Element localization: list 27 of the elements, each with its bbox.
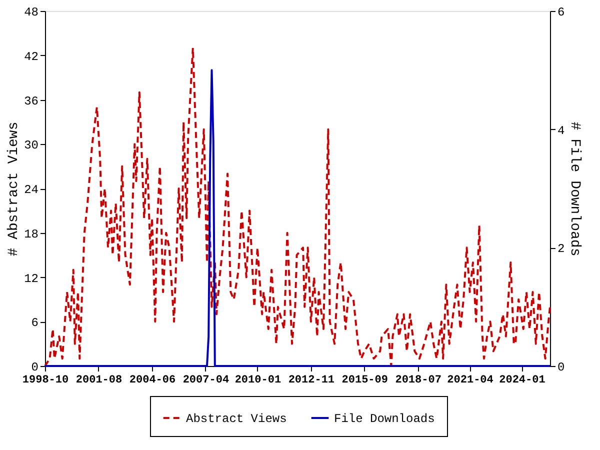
y-tick-label: 30: [24, 138, 38, 153]
y-tick-label: 18: [24, 227, 38, 242]
y-tick-label: 6: [31, 316, 38, 330]
x-tick-label: 1998-10: [22, 374, 69, 386]
y2-axis-title: # File Downloads: [566, 122, 583, 256]
x-tick-label: 2001-08: [76, 374, 122, 386]
x-tick-label: 2015-09: [342, 374, 388, 386]
x-tick-label: 2004-06: [129, 374, 176, 386]
x-tick-label: 2024-01: [499, 374, 546, 386]
legend-label: File Downloads: [334, 412, 435, 426]
y2-tick-label: 4: [558, 124, 565, 138]
y-axis-title: # Abstract Views: [6, 122, 22, 256]
legend-label: Abstract Views: [186, 412, 287, 426]
y2-tick-label: 6: [558, 6, 565, 20]
x-tick-label: 2007-04: [182, 374, 230, 386]
x-tick-label: 2012-11: [288, 374, 335, 386]
y-tick-label: 48: [24, 6, 38, 20]
y2-tick-label: 0: [558, 360, 565, 374]
y-tick-label: 24: [24, 183, 38, 197]
y2-tick-label: 2: [558, 242, 565, 256]
y-tick-label: 42: [24, 50, 38, 64]
y-tick-label: 0: [31, 360, 38, 374]
y-tick-label: 12: [24, 272, 38, 286]
x-tick-label: 2021-04: [447, 374, 494, 386]
x-tick-label: 2018-07: [395, 374, 442, 386]
y-tick-label: 36: [24, 94, 38, 108]
x-tick-label: 2010-01: [234, 374, 282, 386]
